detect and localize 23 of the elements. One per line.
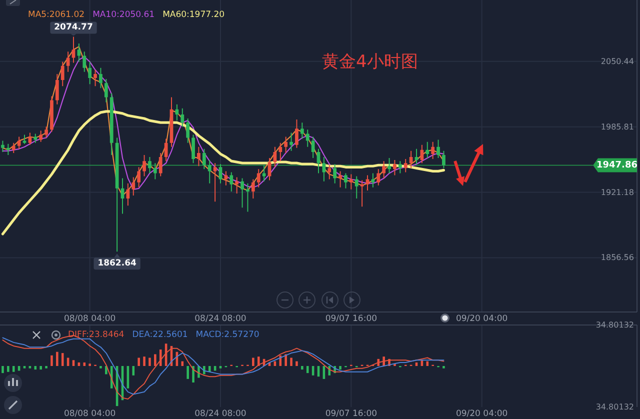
x-tick-label: 08/08 04:00 <box>64 314 116 324</box>
y-tick-label: 1856.56 <box>600 253 634 262</box>
x-tick-label: 09/07 16:00 <box>325 409 378 419</box>
legend: MA5:2061.02 MA10:2050.61 MA60:1977.20 <box>28 10 225 20</box>
ref-line-label: 1947.86 <box>596 160 638 170</box>
y-tick-label: 34.80132 <box>596 320 634 330</box>
x-tick-label: 08/24 08:00 <box>194 409 246 419</box>
x-tick-label: 09/07 16:00 <box>325 314 378 324</box>
y-tick-label: 2050.44 <box>600 56 634 66</box>
x-tick-label: 08/24 08:00 <box>194 314 246 324</box>
text: 黄金4小时图 <box>322 52 418 72</box>
y-tick-label: 1921.18 <box>600 188 634 197</box>
legend: DIFF:23.8464 DEA:22.5601 <box>68 330 188 340</box>
y-tick-label: 1985.81 <box>600 122 634 132</box>
x-tick-label: 09/20 04:00 <box>456 409 508 419</box>
x-tick-label: 08/08 04:00 <box>64 409 116 419</box>
y-tick-label: 34.80132 <box>596 402 634 412</box>
x-tick-label: 09/20 04:00 <box>456 314 508 324</box>
annotation: 1862.64 <box>94 254 140 270</box>
annotation: 1862.64 <box>98 258 136 269</box>
annotation: MACD:2.57270 <box>196 330 260 340</box>
annotation: 2074.77 <box>50 22 97 36</box>
annotation: 2074.77 <box>54 22 93 33</box>
